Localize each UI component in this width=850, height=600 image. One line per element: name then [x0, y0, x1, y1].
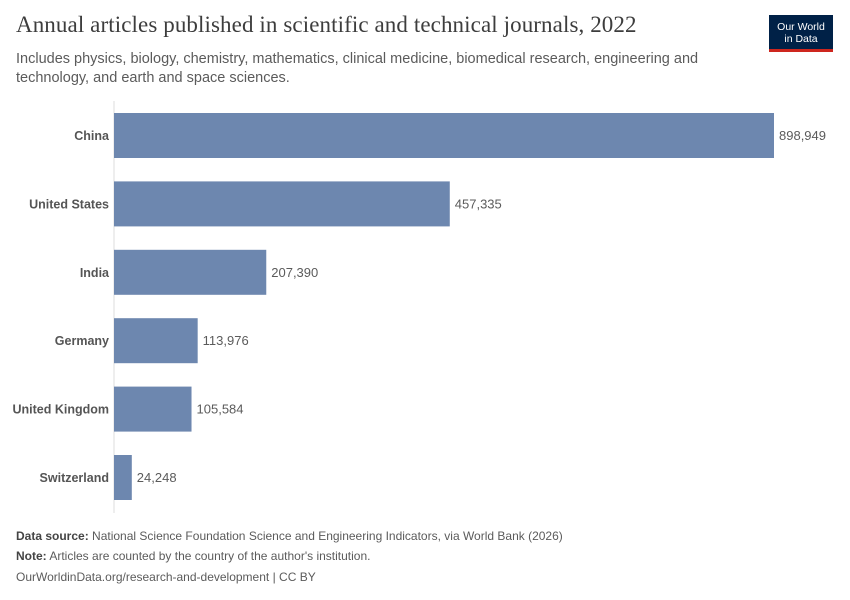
bar-china[interactable]	[114, 113, 774, 158]
category-label: India	[80, 266, 110, 280]
owid-logo[interactable]: Our World in Data	[769, 15, 833, 52]
bar-united-kingdom[interactable]	[114, 386, 192, 432]
chart-subtitle: Includes physics, biology, chemistry, ma…	[16, 51, 699, 86]
value-label: 457,335	[455, 196, 502, 211]
category-label: Germany	[55, 334, 109, 348]
note-text: Articles are counted by the country of t…	[49, 549, 371, 563]
credit-link[interactable]: OurWorldinData.org/research-and-developm…	[16, 570, 316, 584]
bar-germany[interactable]	[114, 318, 198, 364]
category-label: United States	[29, 197, 109, 211]
category-label: United Kingdom	[12, 403, 109, 417]
value-label: 24,248	[137, 470, 177, 485]
category-label: China	[74, 129, 110, 143]
data-source-label: Data source:	[16, 529, 89, 543]
bar-india[interactable]	[114, 249, 267, 295]
note-label: Note:	[16, 549, 47, 563]
bar-switzerland[interactable]	[114, 455, 132, 500]
data-source-text[interactable]: National Science Foundation Science and …	[92, 529, 563, 543]
chart-title: Annual articles published in scientific …	[16, 12, 637, 37]
chart-note: Note: Articles are counted by the countr…	[16, 549, 816, 563]
value-label: 113,976	[203, 333, 249, 348]
logo-line-2: in Data	[784, 33, 818, 45]
logo-line-1: Our World	[777, 21, 825, 33]
category-label: Switzerland	[40, 471, 109, 485]
value-label: 105,584	[197, 402, 244, 417]
data-source: Data source: National Science Foundation…	[16, 529, 816, 543]
value-label: 898,949	[779, 128, 826, 143]
value-label: 207,390	[271, 265, 318, 280]
bar-united-states[interactable]	[114, 181, 450, 227]
